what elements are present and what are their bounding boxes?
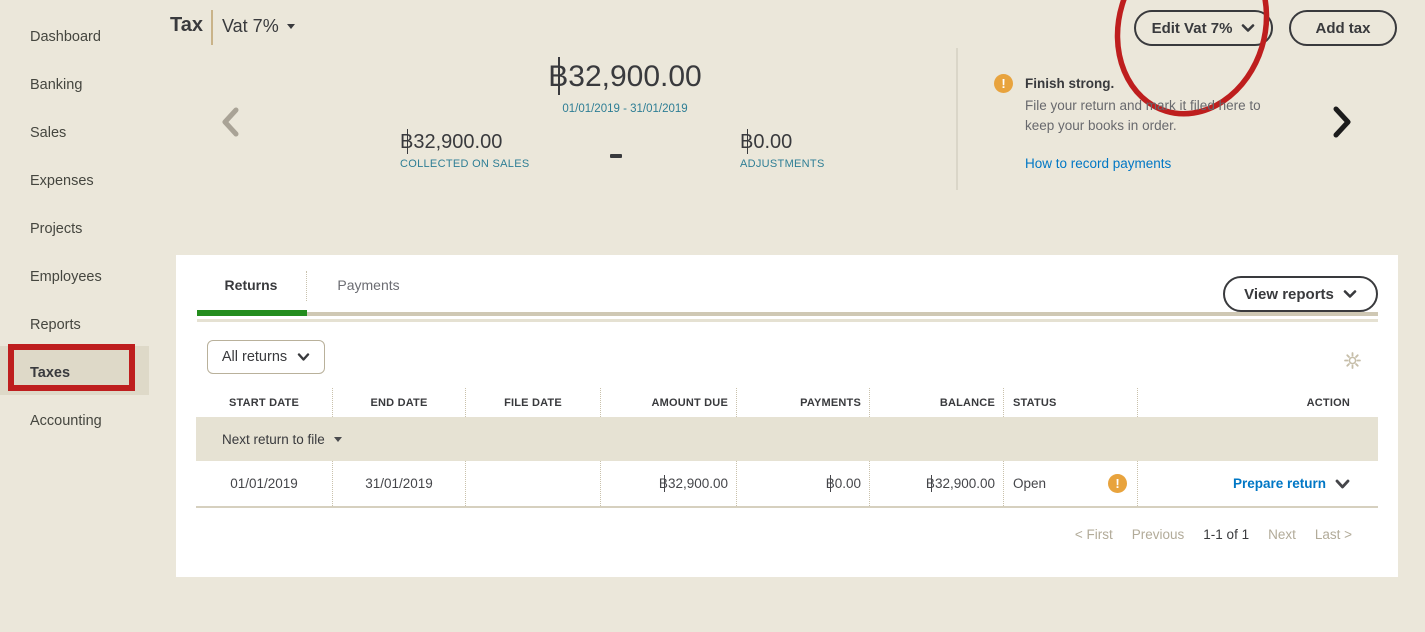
pagination-last[interactable]: Last > xyxy=(1314,527,1352,542)
cell-payments: 0.00 xyxy=(736,461,869,506)
sidebar-item-sales[interactable]: Sales xyxy=(30,125,67,141)
active-tab-underline xyxy=(197,310,307,316)
col-end-date: END DATE xyxy=(332,388,465,417)
table-group-row[interactable]: Next return to file xyxy=(196,417,1378,461)
tax-summary: 32,900.00 01/01/2019 - 31/01/2019 xyxy=(380,57,870,115)
cell-action[interactable]: Prepare return xyxy=(1137,461,1378,506)
tab-payments[interactable]: Payments xyxy=(337,277,400,293)
table-header-row: START DATE END DATE FILE DATE AMOUNT DUE… xyxy=(196,388,1378,417)
col-file-date: FILE DATE xyxy=(465,388,600,417)
chevron-left-icon[interactable] xyxy=(220,106,240,138)
notice-line2: keep your books in order. xyxy=(1025,118,1177,133)
view-reports-label: View reports xyxy=(1244,285,1334,303)
sidebar-item-projects[interactable]: Projects xyxy=(30,221,83,237)
col-action: ACTION xyxy=(1137,388,1378,417)
returns-table: START DATE END DATE FILE DATE AMOUNT DUE… xyxy=(196,388,1378,508)
sidebar-item-reports[interactable]: Reports xyxy=(30,317,81,333)
cell-end-date: 31/01/2019 xyxy=(332,461,465,506)
sidebar-item-banking[interactable]: Banking xyxy=(30,77,83,93)
table-row: 01/01/2019 31/01/2019 32,900.00 0.00 32,… xyxy=(196,461,1378,508)
cell-file-date xyxy=(465,461,600,506)
notice-body: File your return and mark it filed here … xyxy=(1025,96,1261,136)
sidebar-item-expenses[interactable]: Expenses xyxy=(30,173,94,189)
cell-status: Open xyxy=(1003,461,1137,506)
total-due-amount: 32,900.00 xyxy=(380,57,870,95)
warning-icon xyxy=(994,74,1013,93)
collected-amount: 32,900.00 xyxy=(400,129,530,155)
adjustments-amount: 0.00 xyxy=(740,129,825,155)
chevron-down-icon xyxy=(1335,479,1350,488)
tab-returns[interactable]: Returns xyxy=(224,277,278,293)
sidebar-item-taxes[interactable]: Taxes xyxy=(30,365,71,381)
page-title: Tax xyxy=(170,14,203,36)
col-status: STATUS xyxy=(1003,388,1137,417)
sidebar-item-employees[interactable]: Employees xyxy=(30,269,102,285)
sidebar-item-accounting[interactable]: Accounting xyxy=(30,413,102,429)
period-range: 01/01/2019 - 31/01/2019 xyxy=(562,103,688,115)
baht-symbol xyxy=(926,474,935,492)
col-payments: PAYMENTS xyxy=(736,388,869,417)
pagination: < First Previous 1-1 of 1 Next Last > xyxy=(1075,527,1352,542)
group-label: Next return to file xyxy=(222,431,325,447)
col-start-date: START DATE xyxy=(228,396,300,409)
adjustments-label: ADJUSTMENTS xyxy=(740,158,825,170)
summary-divider xyxy=(956,48,958,190)
cell-amount-due: 32,900.00 xyxy=(600,461,736,506)
returns-filter-label: All returns xyxy=(221,349,288,365)
returns-filter-dropdown[interactable]: All returns xyxy=(207,340,325,374)
cell-start-date: 01/01/2019 xyxy=(230,476,298,491)
prepare-return-link[interactable]: Prepare return xyxy=(1232,476,1326,491)
tax-agency-label: Vat 7% xyxy=(222,16,279,36)
chevron-down-icon xyxy=(1242,23,1255,32)
tab-separator xyxy=(306,271,307,301)
pagination-range: 1-1 of 1 xyxy=(1203,527,1250,542)
title-divider xyxy=(211,10,213,45)
sidebar: Dashboard Banking Sales Expenses Project… xyxy=(0,13,176,445)
pagination-next[interactable]: Next xyxy=(1268,527,1296,542)
baht-symbol xyxy=(659,474,668,492)
caret-down-icon xyxy=(286,24,295,29)
collected-label: COLLECTED ON SALES xyxy=(400,158,530,170)
pagination-first[interactable]: < First xyxy=(1074,527,1113,542)
chevron-down-icon xyxy=(1343,289,1357,298)
status-text: Open xyxy=(1013,476,1047,491)
chevron-right-icon[interactable] xyxy=(1331,105,1353,139)
baht-symbol xyxy=(740,129,753,155)
baht-symbol xyxy=(826,474,835,492)
col-amount-due: AMOUNT DUE xyxy=(600,388,736,417)
notice-title: Finish strong. xyxy=(1025,76,1115,91)
adjustments-block: 0.00 ADJUSTMENTS xyxy=(740,129,825,170)
sidebar-item-dashboard[interactable]: Dashboard xyxy=(30,29,101,45)
how-to-record-payments-link[interactable]: How to record payments xyxy=(1025,156,1172,171)
tax-agency-selector[interactable]: Vat 7% xyxy=(222,16,295,37)
baht-symbol xyxy=(400,129,413,155)
gear-icon[interactable] xyxy=(1344,352,1361,369)
add-tax-label: Add tax xyxy=(1315,19,1371,37)
minus-operator xyxy=(610,154,622,158)
cell-balance: 32,900.00 xyxy=(869,461,1003,506)
edit-vat-label: Edit Vat 7% xyxy=(1151,19,1233,37)
collected-on-sales-block: 32,900.00 COLLECTED ON SALES xyxy=(400,129,530,170)
returns-panel: Returns Payments View reports All return… xyxy=(176,255,1398,577)
chevron-down-icon xyxy=(297,352,310,361)
col-balance: BALANCE xyxy=(869,388,1003,417)
baht-symbol xyxy=(548,57,568,95)
view-reports-button[interactable]: View reports xyxy=(1223,276,1378,312)
add-tax-button[interactable]: Add tax xyxy=(1289,10,1397,46)
tab-rule xyxy=(307,312,1378,316)
warning-icon xyxy=(1108,474,1127,493)
pagination-previous[interactable]: Previous xyxy=(1131,527,1185,542)
tab-rule-shadow xyxy=(197,319,1378,322)
notice-line1: File your return and mark it filed here … xyxy=(1025,98,1261,113)
edit-vat-button[interactable]: Edit Vat 7% xyxy=(1134,10,1273,46)
caret-down-icon xyxy=(333,436,342,442)
